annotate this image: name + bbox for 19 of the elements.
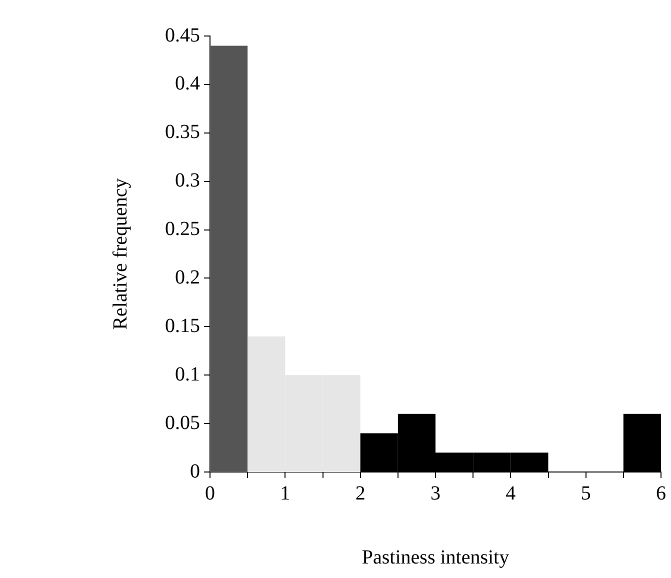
y-tick-label: 0 xyxy=(190,460,200,482)
y-tick-label: 0.15 xyxy=(165,314,200,337)
x-axis-title: Pastiness intensity xyxy=(362,546,510,568)
x-tick-label: 4 xyxy=(506,482,516,504)
x-tick-label: 1 xyxy=(280,482,290,504)
y-tick-label: 0.45 xyxy=(165,24,200,46)
x-tick-label: 0 xyxy=(205,482,215,504)
y-tick-label: 0.05 xyxy=(165,412,200,434)
y-axis-title: Relative frequency xyxy=(109,178,132,330)
x-tick-label: 6 xyxy=(656,482,666,504)
x-tick-label: 2 xyxy=(355,482,366,504)
x-tick-label: 5 xyxy=(580,482,591,504)
y-tick-label: 0.3 xyxy=(175,170,200,192)
y-tick-label: 0.2 xyxy=(175,266,200,288)
y-tick-label: 0.25 xyxy=(165,218,200,240)
y-tick-label: 0.4 xyxy=(175,72,200,95)
x-tick-label: 3 xyxy=(430,482,440,504)
y-tick-label: 0.1 xyxy=(175,363,200,386)
y-tick-label: 0.35 xyxy=(165,121,200,144)
